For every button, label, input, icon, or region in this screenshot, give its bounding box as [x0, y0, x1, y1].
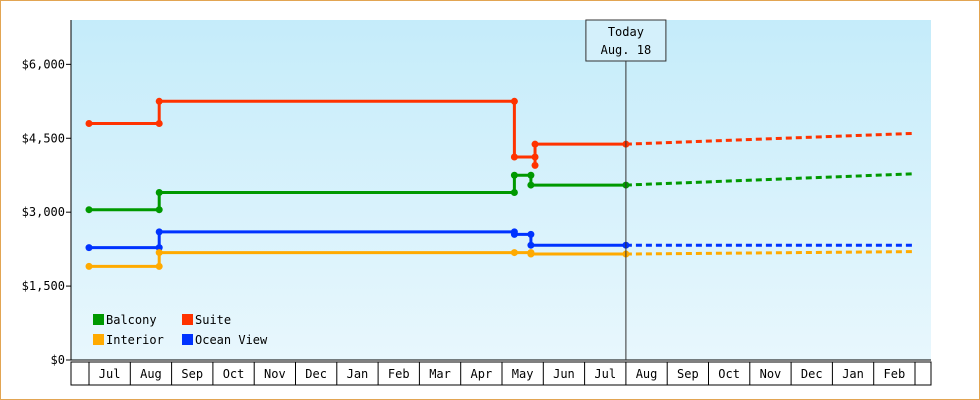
x-tick-label: Sep	[677, 367, 699, 381]
data-point	[85, 262, 93, 270]
today-date: Aug. 18	[601, 43, 652, 57]
x-tick-label: Aug	[636, 367, 658, 381]
y-tick-label: $6,000	[22, 57, 65, 71]
plot-background	[71, 20, 931, 360]
legend-label: Interior	[106, 333, 164, 347]
x-tick-label: Feb	[388, 367, 410, 381]
data-point	[531, 153, 539, 161]
x-axis: Jul Aug Sep Oct Nov Dec Jan Feb Mar Apr May Jun Jul A…	[70, 359, 932, 386]
legend-swatch	[93, 334, 104, 345]
x-tick-label: Jan	[347, 367, 369, 381]
data-point	[155, 228, 163, 236]
data-point	[531, 161, 539, 169]
data-point	[155, 262, 163, 270]
data-point	[527, 171, 535, 179]
today-box	[585, 19, 667, 62]
legend: Balcony Suite Interior Ocean View	[93, 313, 268, 347]
series-interior	[85, 249, 916, 270]
data-point	[85, 119, 93, 127]
x-tick-label: Dec	[801, 367, 823, 381]
series-lines	[85, 97, 916, 270]
x-tick-label: Oct	[718, 367, 740, 381]
forecast-line	[625, 250, 916, 256]
today-marker: Today Aug. 18	[585, 19, 667, 360]
x-tick-label: Jun	[553, 367, 575, 381]
forecast-line	[625, 172, 916, 187]
y-tick-label: $0	[51, 353, 65, 367]
x-tick-label: Apr	[471, 367, 493, 381]
data-point	[510, 97, 518, 105]
legend-swatch	[93, 314, 104, 325]
x-axis-band	[70, 361, 932, 386]
x-tick-label: Dec	[305, 367, 327, 381]
y-tick-label: $3,000	[22, 205, 65, 219]
x-tick-label: Nov	[760, 367, 782, 381]
legend-item: Ocean View	[182, 333, 268, 347]
x-tick-label: Jan	[842, 367, 864, 381]
series-ocean-view	[85, 228, 915, 252]
legend-label: Balcony	[106, 313, 157, 327]
x-tick-label: May	[512, 367, 534, 381]
data-point	[85, 206, 93, 214]
data-point	[527, 181, 535, 189]
x-tick-label: Jul	[99, 367, 121, 381]
data-point	[510, 153, 518, 161]
x-tick-label: Nov	[264, 367, 286, 381]
x-tick-label: Feb	[884, 367, 906, 381]
series-balcony	[85, 171, 916, 214]
data-point	[155, 244, 163, 252]
data-point	[155, 249, 163, 257]
data-point	[510, 230, 518, 238]
legend-label: Suite	[195, 313, 231, 327]
x-tick-label: Oct	[223, 367, 245, 381]
legend-label: Ocean View	[195, 333, 268, 347]
legend-item: Interior	[93, 333, 164, 347]
legend-swatch	[182, 314, 193, 325]
y-tick-label: $1,500	[22, 279, 65, 293]
data-point	[527, 250, 535, 258]
data-point	[155, 206, 163, 214]
x-tick-label: Aug	[140, 367, 162, 381]
data-point	[510, 171, 518, 179]
data-point	[510, 188, 518, 196]
data-point	[155, 188, 163, 196]
legend-swatch	[182, 334, 193, 345]
y-tick-label: $4,500	[22, 131, 65, 145]
data-point	[531, 140, 539, 148]
data-point	[155, 97, 163, 105]
data-point	[510, 249, 518, 257]
data-point	[527, 230, 535, 238]
forecast-line	[625, 131, 916, 146]
x-tick-label: Mar	[429, 367, 451, 381]
data-point	[527, 241, 535, 249]
y-axis: $6,000 $4,500 $3,000 $1,500 $0	[22, 20, 72, 367]
legend-item: Balcony	[93, 313, 157, 327]
x-tick-label: Sep	[181, 367, 203, 381]
legend-item: Suite	[182, 313, 231, 327]
data-point	[155, 119, 163, 127]
today-label: Today	[608, 25, 644, 39]
x-tick-label: Jul	[594, 367, 616, 381]
data-point	[85, 244, 93, 252]
